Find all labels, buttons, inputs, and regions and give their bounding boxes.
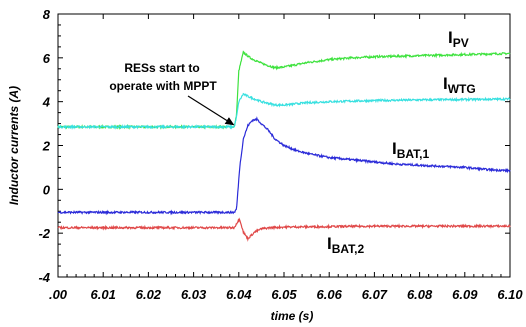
y-tick-label: 2 <box>42 139 51 154</box>
labels: time (s)Inductor currents (A)IPVIWTGIBAT… <box>7 28 476 323</box>
x-tick-label: .00 <box>49 287 68 302</box>
series-label-sub: BAT,1 <box>397 147 430 161</box>
x-tick-label: 6.04 <box>226 287 252 302</box>
x-tick-label: 6.10 <box>497 287 523 302</box>
y-tick-label: 0 <box>43 182 51 197</box>
x-tick-label: 6.09 <box>452 287 478 302</box>
x-tick-label: 6.08 <box>407 287 433 302</box>
x-axis-label: time (s) <box>271 309 314 323</box>
annotation-line-1: RESs start to <box>124 61 199 75</box>
annotation-line-2: operate with MPPT <box>109 79 217 93</box>
series-line-1 <box>57 92 511 131</box>
y-tick-label: 4 <box>42 95 51 110</box>
series-label-main: I <box>327 234 332 253</box>
series-label-sub: BAT,2 <box>332 242 365 256</box>
y-tick-label: 8 <box>43 7 51 22</box>
series-label-2: IBAT,1 <box>392 139 430 161</box>
annotation-arrow <box>187 95 235 126</box>
y-axis-label: Inductor currents (A) <box>7 86 21 205</box>
y-tick-label: 6 <box>43 51 51 66</box>
x-tick-label: 6.03 <box>181 287 207 302</box>
series-label-1: IWTG <box>443 74 476 96</box>
series-label-3: IBAT,2 <box>327 234 365 256</box>
series-label-main: I <box>448 28 453 47</box>
x-tick-label: 6.06 <box>317 287 343 302</box>
series-label-sub: PV <box>453 36 469 50</box>
series-line-2 <box>57 116 511 216</box>
y-tick-label: -2 <box>38 226 50 241</box>
x-tick-label: 6.05 <box>271 287 297 302</box>
series-group <box>57 50 511 242</box>
x-tick-label: 6.01 <box>91 287 116 302</box>
x-tick-label: 6.02 <box>136 287 162 302</box>
x-tick-label: 6.07 <box>362 287 388 302</box>
series-label-main: I <box>443 74 448 93</box>
y-tick-label: -4 <box>38 270 50 285</box>
series-line-3 <box>57 217 511 242</box>
series-label-sub: WTG <box>448 82 476 96</box>
axes: 8 6 4 2 0 -2 -4 .00 6.01 6.02 6.03 6.04 6.05 6.06 6.07… <box>38 7 523 302</box>
series-label-main: I <box>392 139 397 158</box>
series-label-0: IPV <box>448 28 469 50</box>
